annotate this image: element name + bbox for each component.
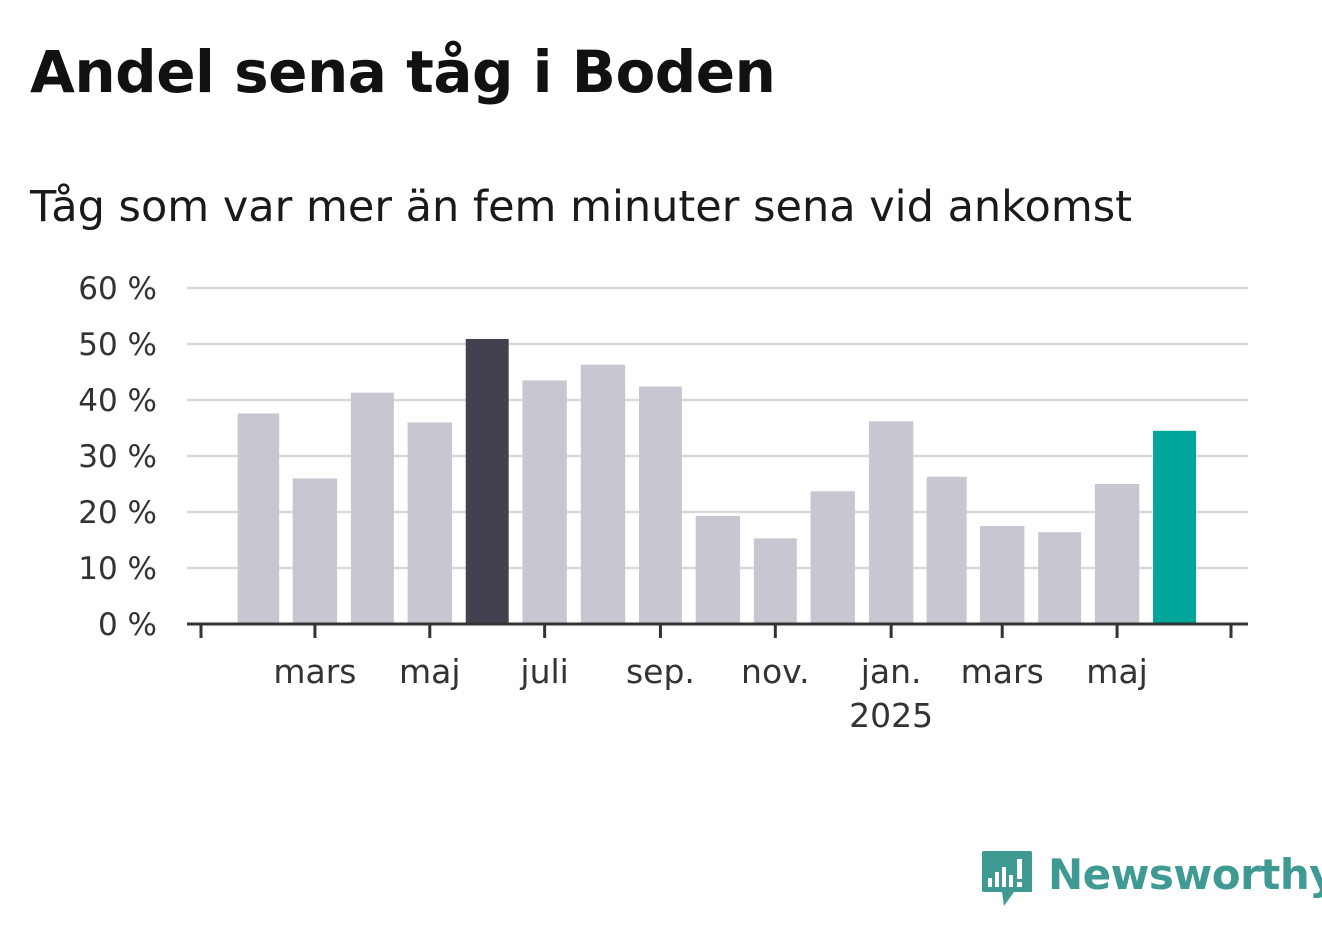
bar-2024-02 — [237, 413, 280, 624]
bars — [237, 338, 1196, 624]
x-axis-ticks: mars maj juli sep. nov. jan. 2025 mars maj — [273, 624, 1148, 735]
bar-2025-03 — [980, 526, 1025, 624]
x-tick-label: nov. — [741, 652, 810, 691]
y-axis-ticks: 0 % 10 % 20 % 30 % 40 % 50 % 60 % — [78, 271, 157, 643]
bar-2024-11 — [753, 538, 797, 624]
x-tick-label: jan. — [860, 652, 922, 691]
bar-2025-01 — [868, 421, 914, 624]
brand-name: Newsworthy — [1048, 850, 1322, 899]
bar-2024-04 — [350, 392, 394, 624]
x-tick-year-label: 2025 — [849, 696, 933, 735]
chart-title: Andel sena tåg i Boden — [30, 38, 776, 106]
bar-2024-09 — [638, 386, 682, 624]
bar-2025-04 — [1038, 532, 1082, 624]
chart-subtitle: Tåg som var mer än fem minuter sena vid … — [30, 182, 1133, 232]
bar-2024-05 — [407, 422, 452, 624]
y-tick-label: 60 % — [78, 271, 157, 307]
bar-2024-06 — [465, 338, 509, 624]
y-tick-label: 40 % — [78, 383, 157, 419]
y-tick-label: 50 % — [78, 327, 157, 363]
bar-2024-08 — [580, 364, 626, 624]
bar-2025-05 — [1094, 484, 1140, 624]
y-tick-label: 30 % — [78, 439, 157, 475]
bar-2024-07 — [522, 380, 567, 624]
bar-2024-10 — [695, 515, 741, 624]
x-tick-label: sep. — [626, 652, 695, 691]
bar-2025-02 — [926, 476, 967, 624]
bar-2024-12 — [810, 491, 855, 624]
x-tick-label: maj — [399, 652, 461, 691]
x-tick-label: maj — [1086, 652, 1148, 691]
y-tick-label: 20 % — [78, 495, 157, 531]
newsworthy-logo-icon — [982, 851, 1032, 906]
bar-2025-06 — [1153, 430, 1196, 624]
x-tick-label: mars — [961, 652, 1044, 691]
x-tick-label: mars — [273, 652, 356, 691]
bar-2024-03 — [292, 478, 338, 624]
x-axis — [187, 622, 1248, 638]
x-tick-label: juli — [519, 652, 568, 691]
brand-logo: Newsworthy — [980, 848, 1322, 910]
y-tick-label: 10 % — [78, 551, 157, 587]
y-tick-label: 0 % — [98, 607, 157, 643]
